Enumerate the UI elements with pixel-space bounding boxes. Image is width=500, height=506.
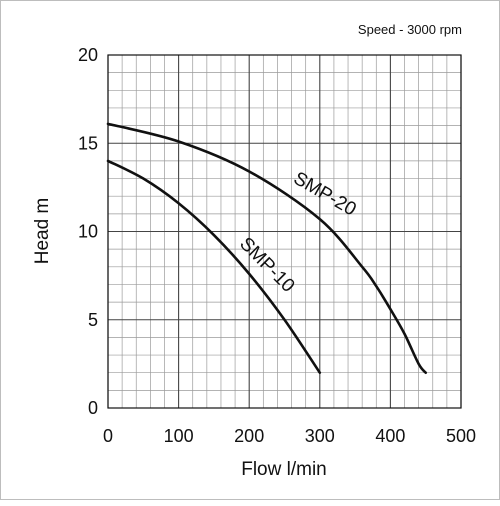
y-axis-label: Head m (32, 198, 53, 265)
y-tick-label: 5 (88, 310, 98, 330)
x-tick-label: 300 (305, 426, 335, 446)
y-tick-label: 10 (78, 222, 98, 242)
y-tick-labels: 0 5 10 15 20 (78, 45, 98, 418)
series-label-smp-10: SMP-10 (235, 233, 298, 296)
x-tick-label: 100 (164, 426, 194, 446)
x-tick-label: 400 (375, 426, 405, 446)
y-tick-label: 15 (78, 133, 98, 153)
x-tick-label: 200 (234, 426, 264, 446)
y-tick-label: 20 (78, 45, 98, 65)
y-tick-label: 0 (88, 398, 98, 418)
x-axis-label: Flow l/min (241, 459, 327, 480)
series-label-smp-20: SMP-20 (290, 168, 360, 221)
speed-annotation: Speed - 3000 rpm (358, 22, 462, 37)
x-tick-label: 0 (103, 426, 113, 446)
x-tick-label: 500 (446, 426, 476, 446)
x-tick-labels: 0 100 200 300 400 500 (103, 426, 476, 446)
